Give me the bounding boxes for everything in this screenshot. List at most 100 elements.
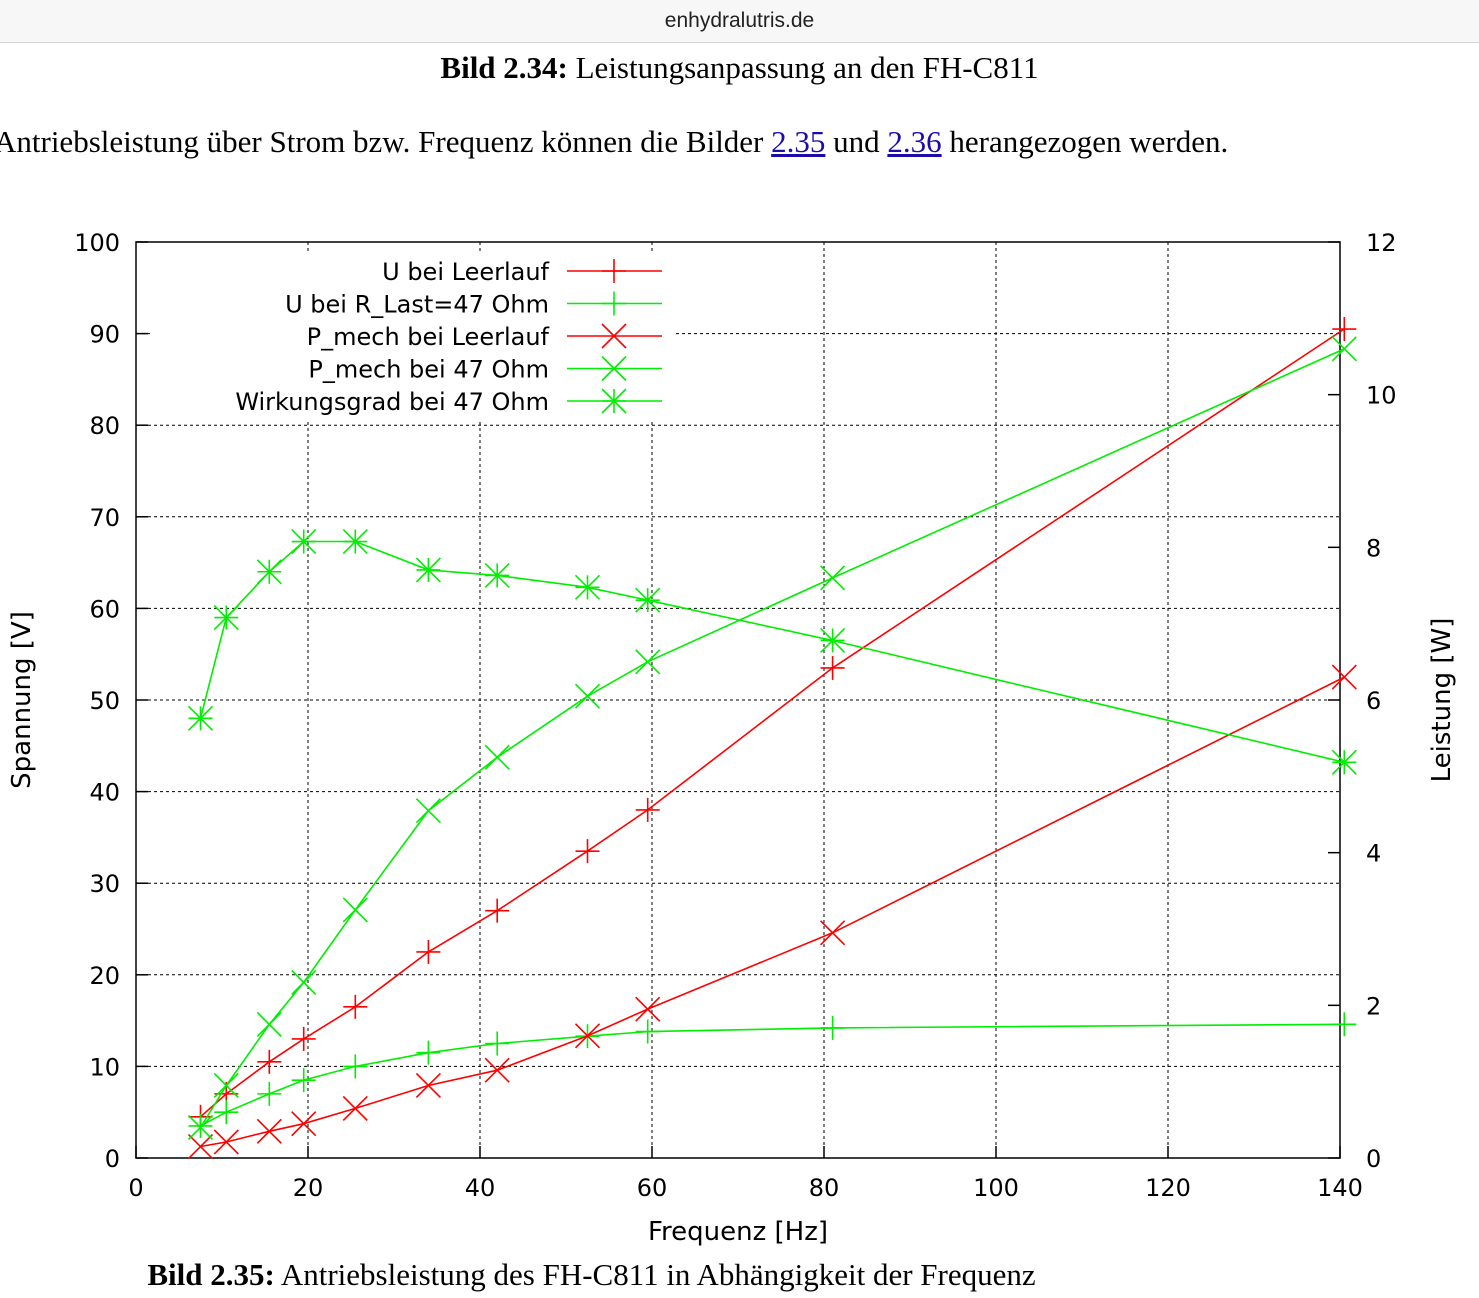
x-tick-label: 0 [128, 1174, 143, 1202]
data-point [820, 655, 845, 680]
data-point [820, 920, 846, 946]
y-tick-label: 100 [74, 229, 120, 257]
marker-stroke [1331, 749, 1357, 775]
x-tick-label: 60 [637, 1174, 668, 1202]
data-point [416, 939, 441, 964]
data-point [820, 1015, 845, 1040]
data-point [485, 898, 510, 923]
y-axis-label-right: Leistung [W] [1427, 618, 1457, 783]
data-point [256, 1011, 282, 1037]
series-line-1 [199, 328, 1345, 1118]
y-axis-label-left: Spannung [V] [7, 611, 37, 789]
marker-stroke [342, 897, 368, 923]
data-point [213, 1072, 239, 1099]
y-tick-label: 0 [105, 1145, 120, 1173]
browser-url-bar[interactable]: enhydralutris.de [0, 0, 1479, 43]
figure-caption-text: Leistungsanpassung an den FH-C811 [567, 50, 1039, 85]
data-point [575, 839, 600, 864]
data-point [574, 683, 601, 709]
marker-stroke [213, 1072, 239, 1099]
data-point [820, 565, 846, 591]
figure-caption-label: Bild 2.35: [147, 1257, 275, 1292]
marker-stroke [256, 1011, 282, 1037]
y-tick-label: 80 [89, 412, 120, 440]
marker-stroke [213, 1129, 239, 1155]
url-text: enhydralutris.de [664, 9, 815, 32]
data-point [635, 797, 660, 822]
x-tick-label: 20 [293, 1174, 324, 1202]
marker-stroke [574, 683, 601, 709]
paragraph-text-middle: und [825, 124, 888, 159]
marker-stroke [484, 1057, 510, 1083]
legend-marker [601, 355, 627, 382]
marker-stroke [635, 649, 661, 675]
data-point [484, 744, 510, 770]
data-point [1331, 749, 1357, 775]
x-tick-label: 80 [809, 1174, 840, 1202]
data-point [187, 705, 214, 731]
y2-tick-label: 8 [1366, 534, 1381, 562]
y-tick-label: 60 [89, 595, 120, 623]
data-point [485, 1031, 510, 1056]
data-point [213, 604, 239, 631]
marker-stroke [601, 323, 627, 349]
y2-tick-label: 2 [1366, 992, 1381, 1020]
series-line-2 [200, 1023, 1345, 1127]
data-point [291, 1111, 317, 1137]
data-point [187, 1114, 214, 1141]
marker-stroke [574, 574, 601, 600]
data-point [1332, 317, 1357, 342]
data-point [1332, 1012, 1357, 1037]
data-point [342, 897, 368, 923]
marker-stroke [820, 920, 846, 946]
data-point [484, 562, 510, 588]
data-point [415, 798, 441, 824]
data-point [574, 1023, 601, 1049]
marker-stroke [187, 705, 214, 731]
y2-tick-label: 12 [1366, 229, 1397, 257]
marker-stroke [256, 559, 282, 585]
y2-tick-label: 10 [1366, 382, 1397, 410]
y2-tick-label: 4 [1366, 840, 1381, 868]
data-point [291, 1026, 316, 1051]
marker-stroke [635, 587, 661, 613]
marker-stroke [213, 604, 239, 631]
y-tick-label: 30 [89, 870, 120, 898]
paragraph-text-before: Antriebsleistung über Strom bzw. Frequen… [0, 124, 772, 159]
link-figure-2-36[interactable]: 2.36 [887, 124, 942, 159]
x-tick-label: 40 [465, 1174, 496, 1202]
y-tick-label: 10 [89, 1053, 120, 1081]
marker-stroke [820, 627, 846, 654]
marker-stroke [820, 565, 846, 591]
data-point [574, 574, 601, 600]
x-tick-label: 140 [1317, 1174, 1363, 1202]
body-paragraph: Antriebsleistung über Strom bzw. Frequen… [0, 124, 1479, 160]
marker-stroke [601, 388, 627, 414]
marker-stroke [187, 1133, 214, 1160]
legend-label: U bei R_Last=47 Ohm [285, 291, 549, 319]
series-line-3 [200, 676, 1345, 1148]
y-tick-label: 70 [89, 504, 120, 532]
marker-stroke [415, 557, 441, 583]
data-point [415, 557, 441, 583]
marker-stroke [342, 528, 368, 555]
marker-stroke [291, 969, 317, 995]
marker-stroke [484, 562, 510, 588]
marker-stroke [342, 1095, 368, 1121]
legend-label: U bei Leerlauf [382, 258, 549, 286]
link-figure-2-35[interactable]: 2.35 [771, 124, 826, 159]
chart-series [187, 317, 1357, 1160]
figure-caption-text: Antriebsleistung des FH-C811 in Abhängig… [274, 1257, 1036, 1292]
legend-marker [602, 291, 626, 316]
series-line-4 [199, 348, 1345, 1128]
y2-tick-label: 0 [1366, 1145, 1381, 1173]
data-point [1331, 336, 1357, 362]
marker-stroke [601, 355, 627, 382]
data-point [635, 1019, 660, 1044]
series-line-5 [199, 540, 1345, 764]
data-point [342, 528, 368, 555]
data-point [257, 1049, 282, 1074]
legend-marker [602, 259, 626, 283]
